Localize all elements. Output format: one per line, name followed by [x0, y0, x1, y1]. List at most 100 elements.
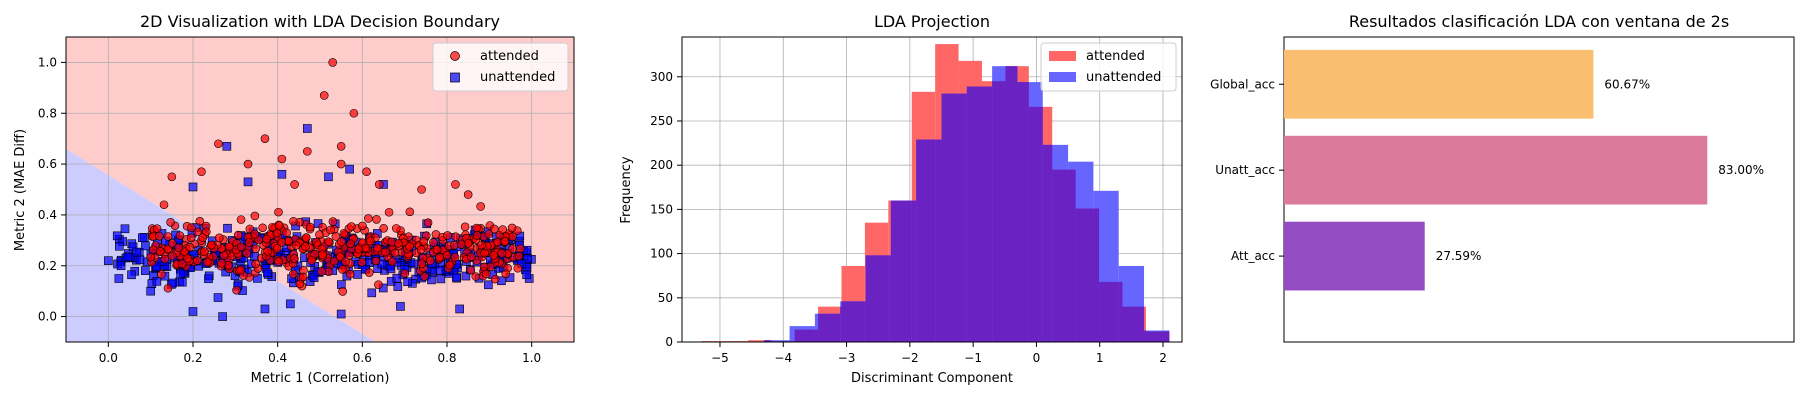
attended-point	[224, 242, 234, 251]
histogram-y-tick-label: 0	[665, 335, 673, 349]
scatter-y-tick-label: 0.8	[38, 106, 57, 120]
attended-point	[317, 267, 326, 276]
attended-point	[476, 202, 485, 211]
histogram-x-tick-label: −2	[901, 351, 919, 365]
attended-point	[289, 216, 298, 226]
histogram-x-tick-label: 2	[1159, 351, 1167, 365]
unattended-point	[263, 268, 272, 278]
attended-point	[167, 239, 177, 248]
attended-point	[471, 272, 481, 281]
attended-point	[232, 285, 241, 295]
attended-point	[405, 207, 415, 217]
attended-point	[366, 236, 375, 246]
overlap-histogram-bar	[1093, 208, 1100, 342]
attended-point	[187, 223, 196, 233]
histogram-x-tick-label: 1	[1096, 351, 1104, 365]
histogram-x-tick-label: −4	[774, 351, 792, 365]
attended-point	[429, 238, 438, 247]
overlap-histogram-bar	[916, 139, 936, 342]
legend-label-unattended: unattended	[480, 70, 555, 85]
overlap-histogram-bar	[941, 93, 959, 342]
bar-value-label: 60.67%	[1604, 77, 1650, 91]
attended-point	[484, 229, 494, 239]
unattended-point	[367, 288, 377, 298]
unattended-point	[286, 299, 295, 309]
attended-point	[400, 269, 410, 278]
scatter-legend: attended unattended	[432, 42, 569, 92]
attended-point	[497, 249, 507, 258]
attended-point	[466, 265, 476, 275]
attended-point	[513, 263, 523, 273]
attended-point	[479, 262, 489, 272]
attended-point	[405, 242, 414, 251]
attended-histogram-bar	[747, 340, 772, 342]
overlap-histogram-bar	[992, 81, 1006, 343]
histogram-x-tick-label: −3	[838, 351, 856, 365]
attended-point	[451, 232, 461, 241]
unattended-point	[115, 241, 124, 251]
attended-point	[336, 159, 346, 169]
overlap-histogram-bar	[1042, 144, 1053, 342]
attended-point	[335, 252, 345, 261]
attended-point	[193, 256, 202, 265]
attended-point	[420, 272, 429, 281]
histogram-x-tick-label: −5	[711, 351, 729, 365]
overlap-histogram-bar	[1145, 331, 1170, 342]
legend-swatch-attended	[1049, 51, 1076, 61]
attended-point	[358, 221, 367, 231]
attended-point	[460, 222, 470, 232]
unattended-point	[427, 275, 436, 285]
attended-point	[346, 239, 355, 249]
attended-point	[197, 167, 206, 177]
attended-point	[345, 269, 355, 279]
histogram-legend: attended unattended	[1040, 42, 1177, 92]
legend-label-attended: attended	[480, 49, 539, 64]
attended-point	[318, 250, 327, 259]
attended-point	[275, 221, 284, 230]
overlap-histogram-bar	[890, 200, 912, 342]
attended-point	[394, 239, 403, 248]
attended-point	[324, 237, 333, 246]
unattended-point	[135, 255, 145, 265]
attended-point	[435, 253, 444, 262]
histogram-y-tick-label: 50	[658, 291, 673, 305]
unattended-histogram-bars	[764, 66, 1170, 343]
scatter-plot-frame	[65, 36, 575, 343]
attended-point	[507, 223, 517, 233]
overlap-histogram-bar	[966, 86, 982, 342]
attended-point	[277, 238, 287, 247]
attended-point	[387, 257, 397, 266]
overlap-histogram-bar	[864, 301, 866, 342]
unattended-point	[277, 169, 287, 179]
attended-point	[362, 167, 371, 177]
bar-chart-title: Resultados clasificación LDA con ventana…	[1349, 12, 1729, 31]
accuracy-bar	[1284, 49, 1594, 119]
unattended-point	[114, 274, 124, 283]
bar-value-label: 83.00%	[1718, 163, 1764, 177]
attended-point	[374, 180, 384, 189]
attended-point	[236, 265, 246, 275]
attended-point	[260, 134, 270, 143]
attended-point	[258, 223, 267, 233]
scatter-legend-box	[432, 42, 569, 92]
attended-point	[236, 215, 246, 224]
unattended-point	[137, 233, 147, 243]
unattended-point	[146, 286, 155, 296]
attended-point	[347, 222, 356, 231]
attended-point	[481, 269, 491, 279]
scatter-x-ticks: 0.0 0.2 0.4 0.6 0.8 1.0	[99, 342, 541, 365]
attended-point	[456, 240, 466, 249]
overlap-histogram-bar	[1052, 169, 1069, 342]
overlap-histogram-bar	[840, 306, 842, 342]
attended-point	[328, 217, 338, 226]
attended-point	[463, 190, 473, 199]
scatter-x-tick-label: 0.4	[268, 351, 287, 365]
attended-point	[337, 237, 346, 247]
attended-point	[419, 236, 429, 246]
scatter-y-ticks: 0.0 0.2 0.4 0.6 0.8 1.0	[38, 55, 66, 324]
unattended-point	[353, 270, 362, 279]
unattended-point	[123, 252, 133, 262]
unattended-point	[120, 224, 130, 234]
overlap-histogram-bar	[1068, 169, 1076, 342]
